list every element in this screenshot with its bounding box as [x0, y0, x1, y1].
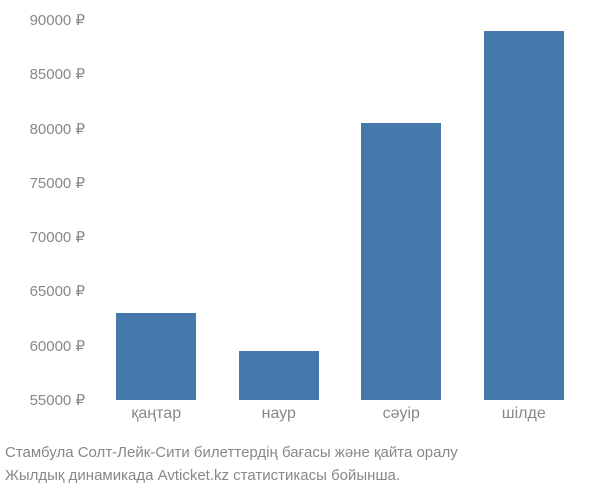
y-tick-label: 65000 ₽	[0, 282, 85, 300]
x-tick-label: наур	[239, 405, 319, 423]
bar	[116, 313, 196, 400]
plot-area	[95, 20, 585, 400]
caption-line-1: Стамбула Солт-Лейк-Сити билеттердің баға…	[5, 442, 595, 465]
y-tick-label: 85000 ₽	[0, 65, 85, 83]
bar	[484, 31, 564, 400]
bar	[239, 351, 319, 400]
y-axis: 55000 ₽60000 ₽65000 ₽70000 ₽75000 ₽80000…	[0, 20, 90, 400]
y-tick-label: 70000 ₽	[0, 228, 85, 246]
bars-group	[95, 20, 585, 400]
x-tick-label: қаңтар	[116, 405, 196, 423]
chart-container: 55000 ₽ 60000 ₽ 65000 ₽ 70000 ₽ 75000 ₽ 80000…	[0, 0, 600, 500]
x-axis: қаңтар наур сәуір шілде	[95, 405, 585, 423]
chart-caption: Стамбула Солт-Лейк-Сити билеттердің баға…	[0, 442, 600, 487]
x-tick-label: шілде	[484, 405, 564, 423]
y-tick-label: 75000 ₽	[0, 174, 85, 192]
y-tick-label: 60000 ₽	[0, 337, 85, 355]
x-tick-label: сәуір	[361, 405, 441, 423]
y-tick-label: 90000 ₽	[0, 11, 85, 29]
bar	[361, 123, 441, 400]
y-tick-label: 55000 ₽	[0, 391, 85, 409]
caption-line-2: Жылдық динамикада Avticket.kz статистика…	[5, 465, 595, 488]
y-tick-label: 80000 ₽	[0, 120, 85, 138]
